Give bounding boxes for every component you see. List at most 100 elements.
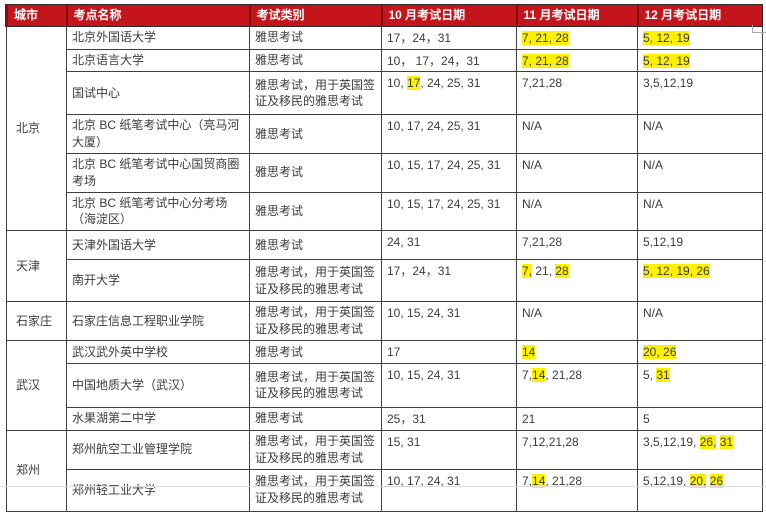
column-header-2: 考试类别 bbox=[248, 4, 382, 27]
category-cell: 雅思考试 bbox=[249, 230, 382, 261]
nov-dates-cell: N/A bbox=[516, 114, 638, 154]
date-text: 7,21,28 bbox=[522, 76, 563, 91]
date-text: N/A bbox=[643, 306, 664, 321]
dec-dates-cell: 5,12,19, 20, 26 bbox=[637, 468, 763, 512]
venue-cell: 北京外国语大学 bbox=[66, 25, 250, 50]
category-cell: 雅思考试 bbox=[249, 406, 382, 431]
table-row: 中国地质大学（武汉） 雅思考试，用于英国签证及移民的雅思考试 10, 15, 24,… bbox=[7, 362, 763, 408]
nov-dates-cell: N/A bbox=[516, 301, 638, 342]
city-cell: 北京 bbox=[6, 25, 67, 232]
column-header-0: 城市 bbox=[5, 4, 67, 27]
date-text: 21, bbox=[532, 264, 556, 279]
city-cell: 天津 bbox=[6, 230, 67, 303]
table-row: 北京 北京外国语大学 雅思考试 17，24，31 7, 21, 28 5, 12, 19 bbox=[6, 25, 763, 232]
date-text: 17，24，31 bbox=[387, 264, 452, 279]
category-cell: 雅思考试 bbox=[249, 48, 382, 73]
date-text: 10, 15, 24, 31 bbox=[387, 367, 461, 382]
category-cell: 雅思考试，用于英国签证及移民的雅思考试 bbox=[249, 71, 382, 116]
category-cell: 雅思考试，用于英国签证及移民的雅思考试 bbox=[249, 429, 382, 470]
venue-cell: 北京语言大学 bbox=[66, 48, 250, 73]
table-corner-mark bbox=[752, 25, 766, 33]
venue-cell: 石家庄信息工程职业学院 bbox=[66, 301, 250, 342]
venue-cell: 郑州轻工业大学 bbox=[66, 468, 250, 512]
date-text: 5 bbox=[643, 411, 650, 426]
oct-dates-cell: 17，24，31 bbox=[381, 259, 517, 303]
date-text: N/A bbox=[643, 157, 664, 172]
highlighted-date: 5, 12, 19, 26 bbox=[643, 264, 710, 279]
date-text: 5,12,19 bbox=[643, 235, 684, 250]
date-text: 25，31 bbox=[387, 411, 426, 426]
dec-dates-cell: N/A bbox=[637, 191, 763, 232]
venue-cell: 郑州航空工业管理学院 bbox=[66, 429, 250, 470]
date-text: 17 bbox=[387, 345, 401, 360]
image-bottom-edge bbox=[0, 486, 766, 487]
venue-cell: 北京 BC 纸笔考试中心国贸商圈考场 bbox=[66, 152, 250, 193]
table-row: 北京 BC 纸笔考试中心分考场（海淀区） 雅思考试 10, 15, 17, 24, … bbox=[7, 191, 763, 232]
dec-dates-cell: 5 bbox=[637, 406, 763, 431]
table-row: 武汉 武汉武外英中学校 雅思考试 17 14 20, 26 bbox=[6, 340, 763, 431]
date-text: 10, 15, 24, 31 bbox=[387, 306, 461, 321]
city-cell: 武汉 bbox=[6, 340, 67, 431]
table-row: 国试中心 雅思考试，用于英国签证及移民的雅思考试 10, 17, 24, 25, 3… bbox=[7, 71, 763, 116]
date-text: N/A bbox=[522, 119, 543, 134]
date-text: 3,5,12,19, bbox=[643, 434, 700, 449]
highlighted-date: 14 bbox=[522, 345, 536, 360]
venue-cell: 北京 BC 纸笔考试中心分考场（海淀区） bbox=[66, 191, 250, 232]
highlighted-date: 20, bbox=[689, 473, 707, 488]
date-text: 10, 17, 24, 31 bbox=[387, 473, 461, 488]
table-row: 北京 BC 纸笔考试中心（亮马河大厦） 雅思考试 10, 17, 24, 25, 3… bbox=[7, 114, 763, 154]
date-text: 10, 17, 24, 25, 31 bbox=[387, 119, 481, 134]
ielts-test-dates-table: 城市 考点名称 考试类别 10 月考试日期 11 月考试日期 12 月考试日期 北京 北京外… bbox=[5, 4, 763, 512]
highlighted-date: 14 bbox=[532, 367, 546, 382]
date-text: 5, bbox=[643, 367, 657, 382]
column-header-5: 12 月考试日期 bbox=[636, 4, 763, 27]
column-header-1: 考点名称 bbox=[65, 4, 250, 27]
dec-dates-cell: 5, 12, 19, 26 bbox=[637, 259, 763, 303]
nov-dates-cell: 7,14, 21,28 bbox=[516, 362, 638, 408]
oct-dates-cell: 10， 17，24，31 bbox=[381, 48, 517, 73]
date-text: N/A bbox=[643, 196, 664, 211]
nov-dates-cell: 7,21,28 bbox=[516, 71, 638, 116]
table-row: 北京语言大学 雅思考试 10， 17，24，31 7, 21, 28 5, 12, 19 bbox=[7, 48, 763, 73]
category-cell: 雅思考试，用于英国签证及移民的雅思考试 bbox=[249, 301, 382, 342]
table-row: 石家庄 石家庄信息工程职业学院 雅思考试，用于英国签证及移民的雅思考试 10, 15,… bbox=[6, 301, 763, 342]
city-cell: 郑州 bbox=[6, 429, 67, 512]
dec-dates-cell: 3,5,12,19 bbox=[637, 71, 763, 116]
oct-dates-cell: 17，24，31 bbox=[381, 25, 517, 50]
table-row: 北京 BC 纸笔考试中心国贸商圈考场 雅思考试 10, 15, 17, 24, 25… bbox=[7, 152, 763, 193]
highlighted-date: 28 bbox=[555, 264, 569, 279]
category-cell: 雅思考试 bbox=[249, 340, 382, 364]
venue-cell: 水果湖第二中学 bbox=[66, 406, 250, 431]
date-text: 5,12,19, bbox=[643, 473, 690, 488]
highlighted-date: 26 bbox=[709, 473, 724, 488]
highlighted-date: 5, 12, 19 bbox=[643, 30, 690, 45]
nov-dates-cell: 7, 21, 28 bbox=[516, 48, 638, 73]
table-body: 北京 北京外国语大学 雅思考试 17，24，31 7, 21, 28 5, 12, 19 北… bbox=[6, 25, 763, 512]
highlighted-date: 31 bbox=[719, 434, 734, 449]
oct-dates-cell: 10, 17, 24, 31 bbox=[381, 468, 517, 512]
dec-dates-cell: 20, 26 bbox=[637, 340, 763, 364]
date-text: 7,12,21,28 bbox=[522, 434, 579, 449]
oct-dates-cell: 24, 31 bbox=[381, 230, 517, 261]
table-row: 南开大学 雅思考试，用于英国签证及移民的雅思考试 17，24，31 7, 21, 28… bbox=[7, 259, 763, 303]
dec-dates-cell: 5, 12, 19 bbox=[637, 48, 763, 73]
highlighted-date: 14 bbox=[532, 473, 546, 488]
oct-dates-cell: 25，31 bbox=[381, 406, 517, 431]
date-text: , 24, 25, 31 bbox=[420, 76, 481, 91]
date-text: 7,21,28 bbox=[522, 235, 563, 250]
category-cell: 雅思考试 bbox=[249, 152, 382, 193]
nov-dates-cell: 7,14, 21,28 bbox=[516, 468, 638, 512]
category-cell: 雅思考试，用于英国签证及移民的雅思考试 bbox=[249, 362, 382, 408]
date-text: 10, bbox=[387, 76, 408, 91]
table-row: 天津 天津外国语大学 雅思考试 24, 31 7,21,28 5,12,19 bbox=[6, 230, 763, 303]
date-text: 7, bbox=[522, 473, 533, 488]
oct-dates-cell: 17 bbox=[381, 340, 517, 364]
oct-dates-cell: 10, 15, 24, 31 bbox=[381, 362, 517, 408]
column-header-4: 11 月考试日期 bbox=[515, 4, 638, 27]
oct-dates-cell: 10, 15, 24, 31 bbox=[381, 301, 517, 342]
nov-dates-cell: 7,12,21,28 bbox=[516, 429, 638, 470]
nov-dates-cell: 7, 21, 28 bbox=[516, 259, 638, 303]
category-cell: 雅思考试 bbox=[249, 114, 382, 154]
nov-dates-cell: N/A bbox=[516, 191, 638, 232]
venue-cell: 南开大学 bbox=[66, 259, 250, 303]
